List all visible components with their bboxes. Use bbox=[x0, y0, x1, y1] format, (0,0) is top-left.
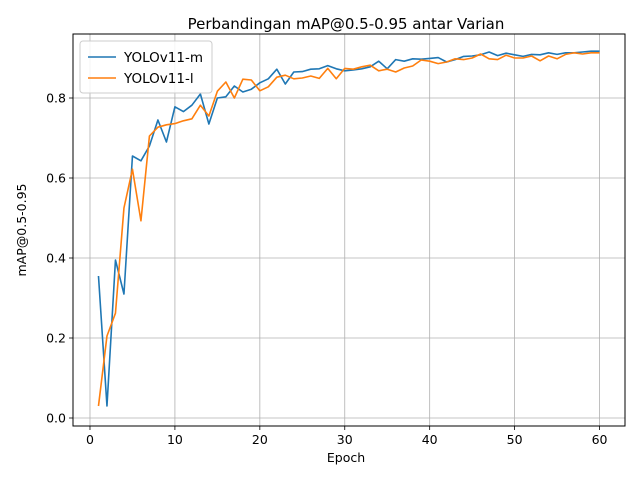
y-axis-label: mAP@0.5-0.95 bbox=[14, 184, 29, 277]
x-tick-label: 50 bbox=[507, 432, 523, 447]
legend: YOLOv11-m YOLOv11-l bbox=[79, 40, 213, 94]
x-tick-label: 30 bbox=[337, 432, 353, 447]
legend-label: YOLOv11-m bbox=[123, 50, 203, 66]
x-tick-label: 0 bbox=[86, 432, 94, 447]
y-tick-label: 0.2 bbox=[46, 331, 66, 346]
legend-box bbox=[79, 40, 213, 94]
x-axis-label: Epoch bbox=[327, 450, 365, 465]
x-tick-label: 40 bbox=[422, 432, 438, 447]
y-tick-label: 0.6 bbox=[46, 171, 66, 186]
legend-label: YOLOv11-l bbox=[123, 71, 194, 87]
grid-lines bbox=[73, 34, 625, 426]
x-tick-label: 10 bbox=[167, 432, 183, 447]
chart-title: Perbandingan mAP@0.5-0.95 antar Varian bbox=[188, 15, 505, 33]
axis-ticks: 0 10 20 30 40 50 60 0.0 0.2 0.4 0.6 0.8 bbox=[46, 91, 607, 448]
y-tick-label: 0.8 bbox=[46, 91, 66, 106]
series-line-1 bbox=[97, 50, 600, 407]
y-tick-label: 0.0 bbox=[46, 411, 66, 426]
plot-frame bbox=[72, 33, 626, 427]
x-tick-label: 60 bbox=[592, 432, 608, 447]
series-line-2 bbox=[97, 51, 600, 407]
y-tick-label: 0.4 bbox=[46, 251, 66, 266]
series-lines bbox=[97, 50, 600, 407]
x-tick-label: 20 bbox=[252, 432, 268, 447]
